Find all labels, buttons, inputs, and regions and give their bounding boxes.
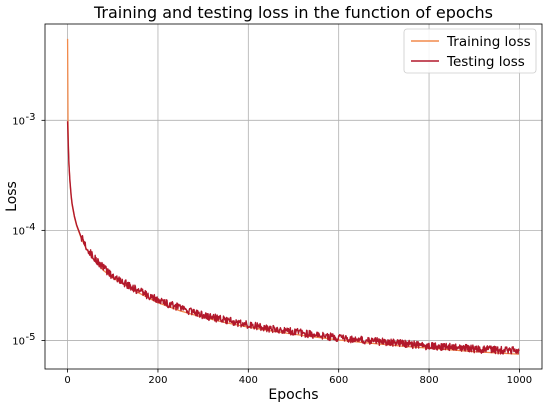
grid-lines: [45, 24, 542, 369]
chart-title: Training and testing loss in the functio…: [93, 3, 493, 22]
x-tick-label: 0: [64, 375, 70, 386]
x-tick-label: 400: [239, 375, 258, 386]
x-tick-label: 600: [329, 375, 348, 386]
y-tick-exponent: -3: [26, 112, 36, 123]
y-tick-exponent: -5: [26, 332, 36, 343]
x-tick-label: 800: [419, 375, 438, 386]
x-axis-label: Epochs: [268, 387, 318, 403]
series-line-testing-loss: [66, 121, 520, 355]
plot-frame: [44, 23, 543, 370]
legend-label: Testing loss: [446, 54, 525, 70]
legend-box: [403, 28, 537, 74]
y-tick-label: 10: [12, 116, 25, 127]
series-layer: [66, 38, 520, 355]
legend-label: Training loss: [446, 34, 531, 50]
x-tick-label: 1000: [507, 375, 532, 386]
legend: Training loss Testing loss: [403, 28, 537, 74]
y-axis-label: Loss: [4, 181, 20, 212]
y-tick-label: 10: [12, 336, 25, 347]
x-tick-label: 200: [148, 375, 167, 386]
y-axis-ticks: 10-510-410-3: [12, 112, 45, 347]
y-tick-exponent: -4: [26, 222, 36, 233]
x-axis-ticks: 0 200 400 600 800 1000: [64, 369, 532, 386]
y-tick-label: 10: [12, 226, 25, 237]
